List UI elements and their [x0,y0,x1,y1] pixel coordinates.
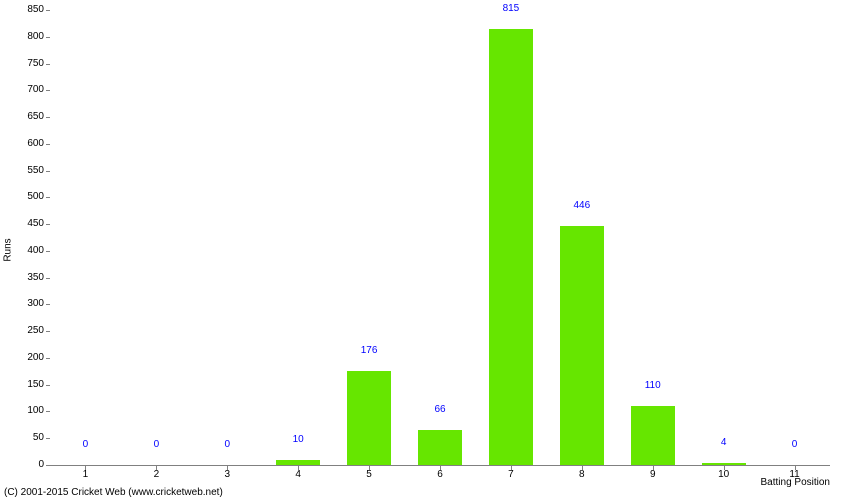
bar-value-label: 0 [792,440,798,450]
bar [560,226,604,465]
y-tick [46,197,50,198]
x-tick-label: 3 [224,470,230,480]
y-tick [46,251,50,252]
chart-container: 000101766681544611040 Runs Batting Posit… [0,0,850,500]
y-tick [46,411,50,412]
bar-value-label: 110 [645,381,661,391]
y-tick [46,331,50,332]
y-tick-label: 100 [0,406,44,416]
bar [418,430,462,465]
y-tick-label: 200 [0,353,44,363]
x-tick-label: 7 [508,470,514,480]
y-tick [46,465,50,466]
y-tick-label: 450 [0,219,44,229]
y-tick [46,304,50,305]
bar-value-label: 446 [573,201,590,211]
y-tick-label: 0 [0,460,44,470]
bar-value-label: 66 [434,405,445,415]
y-tick-label: 550 [0,166,44,176]
y-tick-label: 250 [0,326,44,336]
y-tick [46,438,50,439]
plot-area: 000101766681544611040 [50,10,830,465]
x-tick-label: 10 [718,470,729,480]
x-tick-label: 1 [83,470,89,480]
y-tick-label: 700 [0,85,44,95]
y-tick-label: 850 [0,5,44,15]
y-tick-label: 750 [0,59,44,69]
bar [347,371,391,465]
bar-value-label: 4 [721,438,727,448]
y-tick [46,117,50,118]
y-tick [46,10,50,11]
bar [489,29,533,465]
y-tick [46,90,50,91]
bar-value-label: 0 [83,440,89,450]
y-tick [46,358,50,359]
y-tick-label: 500 [0,192,44,202]
y-tick-label: 800 [0,32,44,42]
bar [276,460,320,465]
y-tick-label: 600 [0,139,44,149]
x-tick-label: 11 [789,470,799,480]
bar-value-label: 176 [361,346,378,356]
bar-value-label: 0 [224,440,230,450]
y-tick-label: 300 [0,299,44,309]
x-tick-label: 6 [437,470,443,480]
y-tick-label: 650 [0,112,44,122]
bar [702,463,746,465]
y-tick [46,224,50,225]
x-tick-label: 9 [650,470,656,480]
y-tick-label: 400 [0,246,44,256]
bar [631,406,675,465]
y-tick [46,278,50,279]
y-tick-label: 350 [0,273,44,283]
y-tick [46,144,50,145]
y-tick [46,385,50,386]
y-tick [46,37,50,38]
x-tick-label: 5 [366,470,372,480]
bar-value-label: 815 [503,4,520,14]
x-tick-label: 2 [154,470,160,480]
bar-value-label: 10 [293,435,304,445]
y-tick-label: 50 [0,433,44,443]
y-tick [46,64,50,65]
bar-value-label: 0 [154,440,160,450]
x-tick-label: 4 [295,470,301,480]
y-tick-label: 150 [0,380,44,390]
x-tick-label: 8 [579,470,585,480]
copyright-text: (C) 2001-2015 Cricket Web (www.cricketwe… [4,487,223,498]
y-tick [46,171,50,172]
